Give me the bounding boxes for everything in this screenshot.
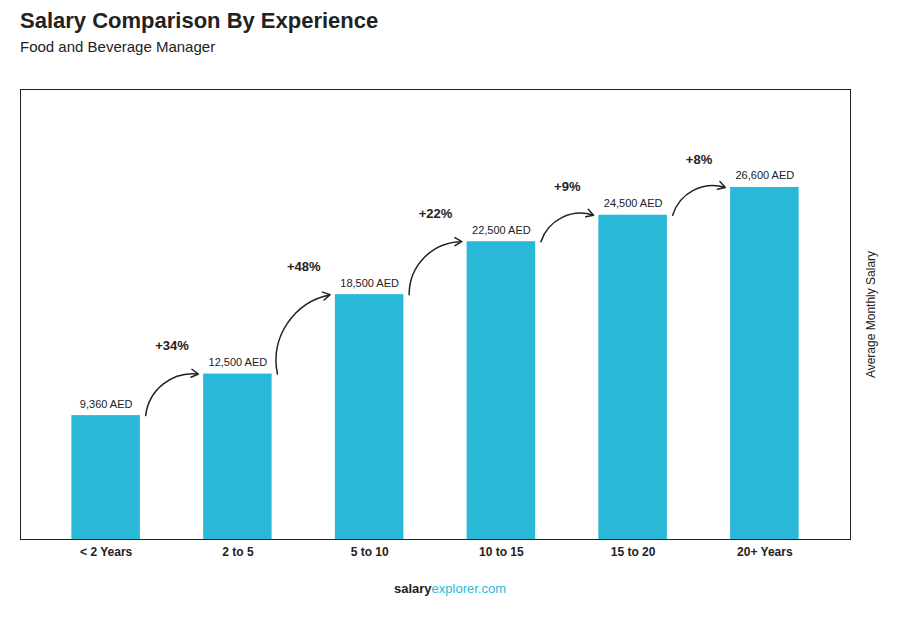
svg-text:2 to 5: 2 to 5 [222, 545, 254, 559]
svg-text:Average Monthly Salary: Average Monthly Salary [864, 251, 878, 378]
svg-text:+48%: +48% [287, 259, 321, 274]
svg-text:24,500 AED: 24,500 AED [604, 197, 663, 209]
svg-text:+34%: +34% [155, 338, 189, 353]
html-text:Salary Comparison By Experienc: Salary Comparison By Experience [20, 8, 379, 33]
svg-text:15 to 20: 15 to 20 [611, 545, 656, 559]
svg-text:20+ Years: 20+ Years [737, 545, 793, 559]
svg-text:26,600 AED: 26,600 AED [736, 169, 795, 181]
svg-text:18,500 AED: 18,500 AED [340, 277, 399, 289]
svg-text:+9%: +9% [554, 179, 581, 194]
svg-text:+8%: +8% [686, 152, 713, 167]
svg-text:+22%: +22% [419, 206, 453, 221]
html-text:Food and Beverage Manager: Food and Beverage Manager [20, 38, 216, 55]
svg-text:9,360 AED: 9,360 AED [80, 398, 133, 410]
svg-text:10 to 15: 10 to 15 [479, 545, 524, 559]
svg-text:< 2 Years: < 2 Years [80, 545, 132, 559]
svg-text:12,500 AED: 12,500 AED [209, 356, 268, 368]
html-text:salary explorer.com: salary explorer.com [394, 581, 506, 596]
svg-text:22,500 AED: 22,500 AED [472, 224, 531, 236]
svg-text:5 to 10: 5 to 10 [351, 545, 389, 559]
